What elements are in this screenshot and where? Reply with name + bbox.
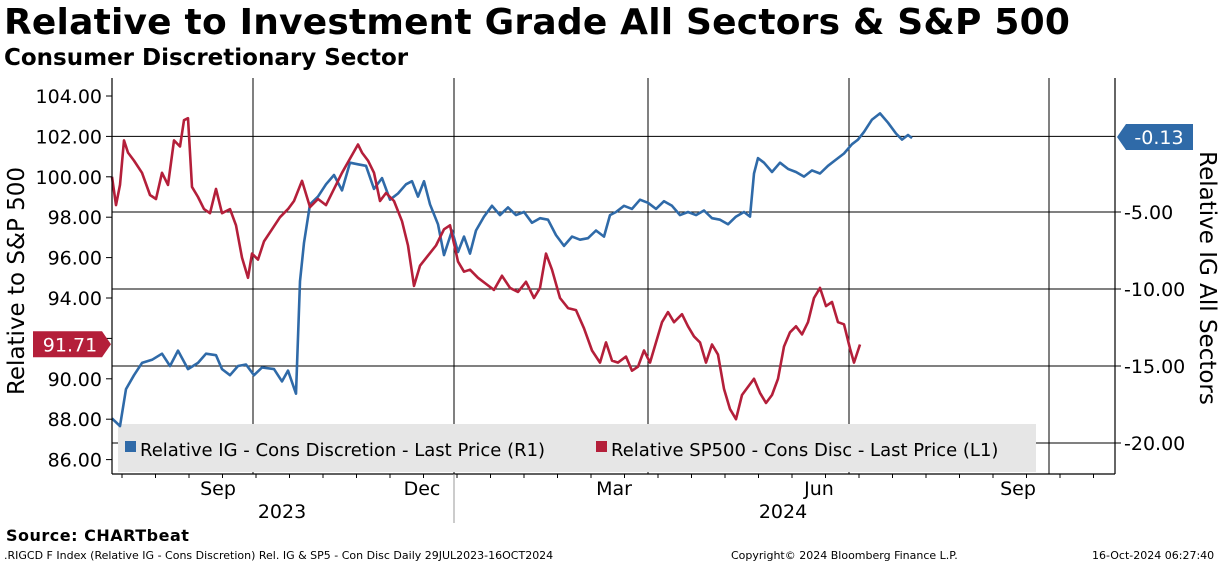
legend: Relative IG - Cons Discretion - Last Pri… <box>118 424 1036 472</box>
chart-title: Relative to Investment Grade All Sectors… <box>4 2 1071 43</box>
footer-copyright: Copyright© 2024 Bloomberg Finance L.P. <box>731 549 958 562</box>
right-axis-ticks: -20.00 -15.00 -10.00 -5.00 <box>1115 202 1185 455</box>
last-value-ig: -0.13 <box>1134 127 1183 149</box>
series-line-ig <box>111 112 913 428</box>
last-value-sp: 91.71 <box>43 334 97 356</box>
legend-background <box>118 424 1036 472</box>
legend-label-ig: Relative IG - Cons Discretion - Last Pri… <box>140 440 545 461</box>
x-tick-label-0: Sep <box>200 478 236 500</box>
x-tick-label-2: Mar <box>596 478 632 500</box>
left-tick-label-2: 90.00 <box>48 369 102 391</box>
left-tick-label-8: 102.00 <box>36 126 102 148</box>
left-axis-ticks: 86.0088.0090.0092.0094.0096.0098.00100.0… <box>36 86 112 472</box>
series-lines <box>110 112 913 428</box>
left-tick-label-0: 86.00 <box>48 450 102 472</box>
source-note: Source: CHARTbeat <box>6 526 190 545</box>
x-year-label-1: 2024 <box>759 501 807 523</box>
left-tick-label-5: 96.00 <box>48 248 102 270</box>
x-axis-ticks: Sep Dec Mar Jun Sep 2023 2024 <box>121 474 1094 523</box>
right-tick-label-2: -10.00 <box>1124 279 1185 301</box>
left-tick-label-7: 100.00 <box>36 167 102 189</box>
right-tick-label-1: -15.00 <box>1124 356 1185 378</box>
last-value-badge-ig <box>1117 124 1193 151</box>
right-tick-label-0: -20.00 <box>1124 433 1185 455</box>
x-tick-label-4: Sep <box>1000 478 1036 500</box>
x-year-label-0: 2023 <box>258 501 306 523</box>
chart-subtitle: Consumer Discretionary Sector <box>4 45 409 71</box>
footer-timestamp: 16-Oct-2024 06:27:40 <box>1092 549 1215 562</box>
plot-frame <box>111 78 1116 475</box>
left-tick-label-1: 88.00 <box>48 409 102 431</box>
legend-label-sp: Relative SP500 - Cons Disc - Last Price … <box>611 440 998 461</box>
right-axis-label: Relative IG All Sectors <box>1194 151 1220 405</box>
legend-swatch-ig <box>125 441 136 452</box>
right-tick-label-3: -5.00 <box>1124 202 1173 224</box>
legend-swatch-sp <box>596 441 607 452</box>
left-axis-label: Relative to S&P 500 <box>4 167 30 395</box>
left-tick-label-4: 94.00 <box>48 288 102 310</box>
grid-lines <box>112 78 1115 474</box>
last-value-badge-sp <box>33 331 111 358</box>
left-tick-label-9: 104.00 <box>36 86 102 108</box>
x-tick-label-3: Jun <box>803 478 834 500</box>
x-tick-label-1: Dec <box>404 478 441 500</box>
left-tick-label-6: 98.00 <box>48 207 102 229</box>
footer-index-info: .RIGCD F Index (Relative IG - Cons Discr… <box>4 549 554 562</box>
last-value-markers: -0.13 91.71 <box>33 124 1193 358</box>
series-line-sp <box>110 116 862 421</box>
